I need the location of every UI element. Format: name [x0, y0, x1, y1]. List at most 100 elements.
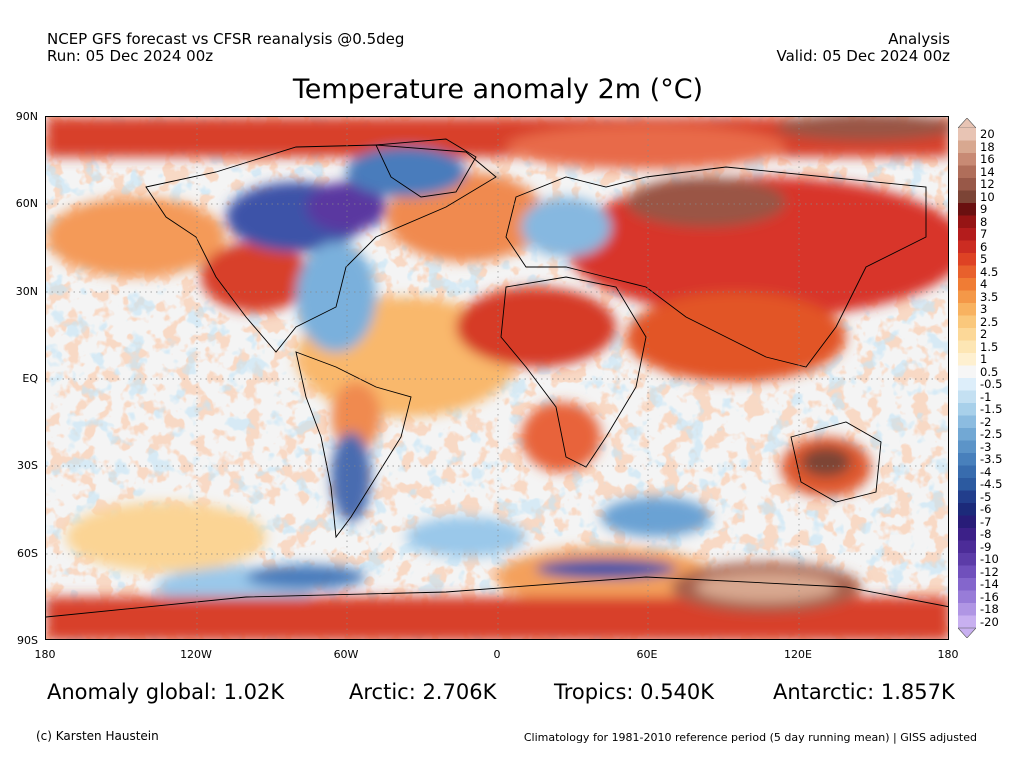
colorbar-label: -2: [980, 414, 992, 429]
global-anomaly: Anomaly global: 1.02K: [47, 680, 285, 704]
colorbar-swatch: [958, 378, 976, 391]
africa-outline: [500, 276, 647, 468]
colorbar-label: -8: [980, 527, 992, 542]
colorbar-label: -1.5: [980, 402, 1003, 417]
colorbar-label: -18: [980, 602, 999, 617]
colorbar-label: -1: [980, 389, 992, 404]
colorbar-label: 7: [980, 227, 988, 242]
colorbar-label: 18: [980, 139, 995, 154]
south-america-outline: [295, 351, 412, 539]
lat-label-30s: 30S: [17, 459, 38, 472]
colorbar-swatch: [958, 465, 976, 479]
analysis-label: Analysis: [888, 30, 950, 48]
climatology-note: Climatology for 1981-2010 reference peri…: [523, 731, 977, 744]
lat-label-60s: 60S: [17, 547, 38, 560]
colorbar-swatch: [958, 578, 976, 591]
antarctic-anomaly: Antarctic: 1.857K: [773, 680, 955, 704]
colorbar-swatch: [958, 165, 976, 179]
colorbar-max-arrow: [958, 118, 976, 129]
colorbar-swatch: [958, 540, 976, 554]
colorbar-label: -5: [980, 489, 992, 504]
colorbar-label: 10: [980, 189, 995, 204]
colorbar-swatch: [958, 153, 976, 166]
colorbar-swatch: [958, 553, 976, 566]
eurasia-outline: [505, 166, 927, 368]
colorbar-label: 16: [980, 152, 995, 167]
coastlines: [46, 138, 948, 618]
colorbar-swatch: [958, 365, 976, 379]
colorbar-label: 5: [980, 252, 988, 267]
lat-label-60n: 60N: [15, 197, 38, 210]
colorbar-swatch: [958, 203, 976, 216]
colorbar-swatch: [958, 403, 976, 416]
colorbar-swatch: [958, 240, 976, 254]
valid-time: Valid: 05 Dec 2024 00z: [776, 47, 950, 65]
greenland-outline: [375, 138, 477, 198]
lon-label-120e: 120E: [784, 648, 812, 661]
colorbar-swatch: [958, 340, 976, 354]
colorbar-swatch: [958, 303, 976, 316]
lon-label-180e: 180: [937, 648, 959, 661]
colorbar-label: -7: [980, 514, 992, 529]
arctic-anomaly: Arctic: 2.706K: [349, 680, 497, 704]
colorbar-swatch: [958, 615, 976, 629]
colorbar-swatch: [958, 290, 976, 304]
anomaly-field: [46, 117, 948, 639]
colorbar-label: -14: [980, 577, 999, 592]
tropics-anomaly: Tropics: 0.540K: [554, 680, 715, 704]
colorbar-label: 14: [980, 164, 995, 179]
colorbar-swatch: [958, 215, 976, 229]
colorbar-label: 8: [980, 214, 988, 229]
colorbar-label: 1.5: [980, 339, 999, 354]
north-america-outline: [145, 144, 497, 353]
colorbar-label: -16: [980, 589, 999, 604]
colorbar: [958, 118, 976, 638]
colorbar-swatch: [958, 503, 976, 516]
map-title: Temperature anomaly 2m (°C): [292, 74, 704, 105]
lat-label-30n: 30N: [15, 285, 38, 298]
colorbar-label: 3.5: [980, 289, 999, 304]
colorbar-swatch: [958, 140, 976, 154]
colorbar-label: -4: [980, 464, 992, 479]
colorbar-label: 9: [980, 202, 988, 217]
colorbar-swatch: [958, 490, 976, 504]
temperature-anomaly-map: [45, 116, 949, 640]
colorbar-label: 6: [980, 239, 988, 254]
colorbar-swatch: [958, 565, 976, 579]
colorbar-swatch: [958, 440, 976, 454]
colorbar-label: 4.5: [980, 264, 999, 279]
colorbar-label: 1: [980, 352, 988, 367]
lon-label-0: 0: [493, 648, 501, 661]
australia-outline: [790, 421, 882, 503]
colorbar-label: 12: [980, 177, 995, 192]
colorbar-swatch: [958, 515, 976, 529]
colorbar-swatch: [958, 453, 976, 466]
lon-label-180w: 180: [34, 648, 56, 661]
colorbar-swatch: [958, 228, 976, 241]
colorbar-swatch: [958, 428, 976, 441]
colorbar-swatch: [958, 353, 976, 366]
colorbar-swatch: [958, 278, 976, 291]
colorbar-label: 2.5: [980, 314, 999, 329]
lat-label-eq: EQ: [22, 372, 38, 385]
lon-label-60w: 60W: [333, 648, 359, 661]
colorbar-label: -4.5: [980, 477, 1003, 492]
colorbar-label: -3: [980, 439, 992, 454]
colorbar-swatch: [958, 528, 976, 541]
colorbar-swatch: [958, 478, 976, 491]
colorbar-label: 0.5: [980, 364, 999, 379]
graticule: [46, 117, 948, 639]
colorbar-label: -6: [980, 502, 992, 517]
colorbar-label: -10: [980, 552, 999, 567]
lon-label-120w: 120W: [180, 648, 212, 661]
colorbar-swatch: [958, 265, 976, 279]
copyright-credit: (c) Karsten Haustein: [36, 729, 159, 743]
colorbar-label: 2: [980, 327, 988, 342]
colorbar-swatch: [958, 603, 976, 616]
colorbar-min-arrow: [958, 627, 976, 638]
colorbar-label: -9: [980, 539, 992, 554]
colorbar-label: -2.5: [980, 427, 1003, 442]
run-time: Run: 05 Dec 2024 00z: [47, 47, 214, 65]
colorbar-swatch: [958, 415, 976, 429]
colorbar-swatch: [958, 315, 976, 329]
